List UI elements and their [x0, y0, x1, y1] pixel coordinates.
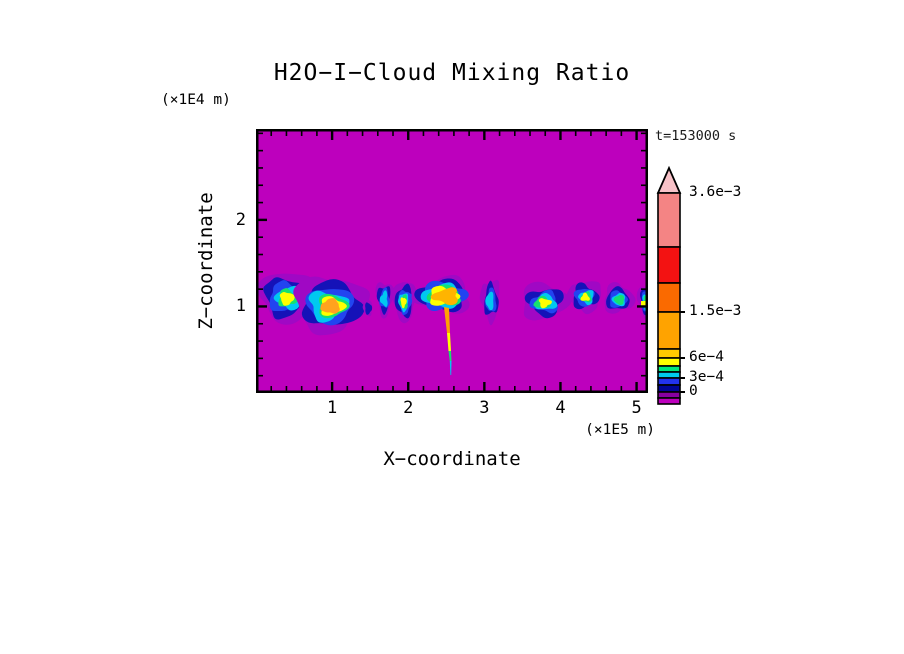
colorbar-segment [657, 365, 681, 373]
cloud-blob [580, 292, 590, 301]
x-tick-label: 1 [326, 398, 338, 418]
cloud-blob [485, 291, 494, 311]
x-tick-label: 4 [555, 398, 566, 418]
precip-streak [444, 307, 450, 333]
cloud-blob [430, 287, 458, 306]
colorbar-canvas [656, 166, 685, 405]
colorbar-segment [657, 357, 681, 367]
z-tick-label: 2 [235, 209, 246, 230]
colorbar [655, 166, 695, 410]
cloud-blob [613, 294, 625, 306]
plot-canvas [256, 129, 648, 393]
x-tick-label: 5 [631, 398, 642, 418]
colorbar-segment [657, 384, 681, 393]
colorbar-segment [657, 397, 681, 405]
colorbar-segment [657, 348, 681, 359]
colorbar-segment [657, 282, 681, 313]
cloud-blob [279, 292, 295, 306]
x-axis-unit: (×1E5 m) [585, 422, 655, 438]
colorbar-segment [657, 246, 681, 284]
plot-background [256, 129, 648, 393]
colorbar-segment [657, 192, 681, 248]
colorbar-label: 0 [689, 383, 698, 399]
chart-title: H2O−I−Cloud Mixing Ratio [273, 60, 631, 86]
time-annotation: t=153000 s [655, 128, 737, 144]
z-tick-label: 1 [235, 296, 246, 317]
colorbar-label: 1.5e−3 [689, 303, 742, 319]
colorbar-label: 6e−4 [689, 349, 724, 365]
colorbar-arrow-tip [656, 166, 682, 194]
colorbar-segment [657, 371, 681, 379]
colorbar-label: 3.6e−3 [689, 184, 742, 200]
colorbar-label: 3e−4 [689, 369, 724, 385]
colorbar-segment [657, 377, 681, 386]
cloud-blob [379, 290, 388, 308]
x-axis-label: X−coordinate [383, 448, 521, 470]
precip-streak [449, 361, 452, 375]
precip-streak [448, 351, 452, 361]
x-tick-label: 3 [479, 398, 490, 418]
cloud-blob [538, 298, 552, 309]
z-axis-unit: (×1E4 m) [161, 92, 231, 108]
cloud-blob [320, 298, 340, 314]
plot-frame [256, 129, 648, 393]
x-tick-label: 2 [403, 398, 414, 418]
z-axis-label: Z−coordinate [195, 192, 217, 330]
plot-area [256, 129, 648, 393]
colorbar-segment [657, 311, 681, 350]
cloud-blob [365, 302, 373, 315]
precip-streak [447, 333, 451, 351]
colorbar-segment [657, 391, 681, 399]
cloud-blob [400, 297, 407, 309]
